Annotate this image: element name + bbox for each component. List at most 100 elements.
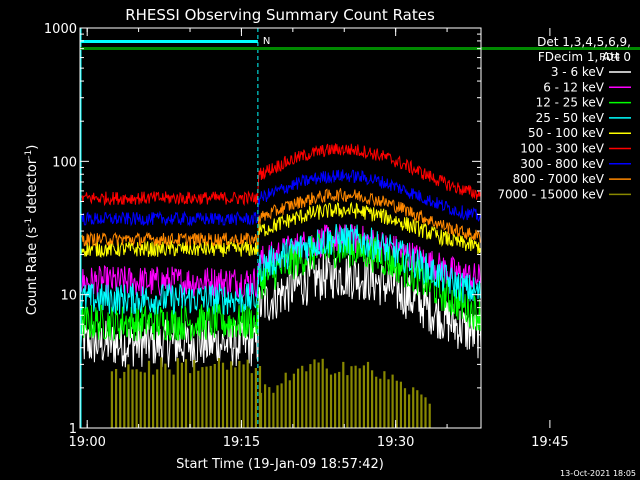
high-energy-bar xyxy=(119,378,122,428)
high-energy-bar xyxy=(147,360,151,428)
high-energy-bar xyxy=(172,374,175,428)
chart-title: RHESSI Observing Summary Count Rates xyxy=(125,6,435,24)
high-energy-bar xyxy=(264,384,267,428)
high-energy-bar xyxy=(123,371,126,428)
legend-header-1: Det 1,3,4,5,6,9, xyxy=(537,35,631,49)
high-energy-bar xyxy=(110,371,113,428)
y-tick-label: 10 xyxy=(60,289,77,304)
high-energy-bar xyxy=(329,374,333,428)
plot-area: NRD0RD4 19:0019:1519:3019:4520:0020:1520… xyxy=(44,22,640,450)
high-energy-bar xyxy=(313,359,316,428)
legend-label: 12 - 25 keV xyxy=(536,96,605,110)
legend-label: 6 - 12 keV xyxy=(543,80,605,94)
high-energy-bar xyxy=(301,365,304,428)
high-energy-bar xyxy=(156,369,159,428)
high-energy-bar xyxy=(280,383,283,428)
high-energy-bar xyxy=(288,380,291,428)
high-energy-bar xyxy=(403,388,407,428)
overlay-group: NRD0RD4 xyxy=(80,28,640,428)
y-tick-label: 1 xyxy=(69,422,77,437)
high-energy-bar xyxy=(189,373,192,428)
high-energy-bar xyxy=(346,375,349,428)
legend: Det 1,3,4,5,6,9, FDecim 1, Att 0 3 - 6 k… xyxy=(497,35,631,201)
y-axis-label-main: Count Rate (s xyxy=(25,227,40,316)
high-energy-bar xyxy=(284,372,287,428)
high-energy-bar xyxy=(371,370,374,428)
high-energy-bar xyxy=(115,369,118,428)
high-energy-bar xyxy=(338,371,341,428)
y-axis-label-sup1: -1 xyxy=(24,218,34,227)
high-energy-bar xyxy=(131,369,134,428)
legend-label: 50 - 100 keV xyxy=(528,126,605,140)
high-energy-bar xyxy=(168,369,171,428)
high-energy-bar xyxy=(221,362,225,428)
high-energy-bar xyxy=(217,358,220,428)
high-energy-bar xyxy=(358,368,361,428)
y-tick-label: 1000 xyxy=(44,22,77,37)
high-energy-bar xyxy=(254,368,257,428)
high-energy-bar xyxy=(246,359,249,428)
high-energy-bar xyxy=(424,397,427,428)
footer-timestamp: 13-Oct-2021 18:05 xyxy=(560,469,636,478)
high-energy-bar xyxy=(395,380,398,428)
high-energy-bar xyxy=(197,370,200,428)
high-energy-bar xyxy=(238,360,241,428)
high-energy-bar xyxy=(317,362,320,428)
high-energy-bar xyxy=(268,387,271,428)
high-energy-bar xyxy=(354,365,357,428)
high-energy-bar xyxy=(205,366,208,428)
high-energy-bar xyxy=(152,374,155,428)
high-energy-bar xyxy=(135,369,138,428)
y-axis-label: Count Rate (s-1 detector-1) xyxy=(24,145,40,316)
y-tick-label: 100 xyxy=(52,155,77,170)
high-energy-bar xyxy=(412,387,415,428)
high-energy-bar xyxy=(276,385,279,428)
night-label: N xyxy=(263,36,270,47)
high-energy-bar xyxy=(383,371,386,428)
high-energy-bar xyxy=(272,392,275,428)
high-energy-bar xyxy=(143,372,146,428)
high-energy-bar xyxy=(375,376,378,428)
x-tick-label: 19:45 xyxy=(531,435,568,450)
series-line-5 xyxy=(79,143,482,207)
high-energy-bar xyxy=(234,367,237,428)
y-axis-label-sup2: -1 xyxy=(24,150,34,159)
high-energy-bar xyxy=(325,368,328,428)
series-line-3 xyxy=(79,224,482,316)
legend-header-2: FDecim 1, Att 0 xyxy=(538,50,631,64)
high-energy-bar xyxy=(250,373,253,428)
high-energy-bar xyxy=(176,358,179,428)
night-bar xyxy=(80,40,258,43)
high-energy-bar xyxy=(201,367,204,428)
high-energy-bar xyxy=(399,381,402,428)
x-tick-label: 19:00 xyxy=(68,435,105,450)
legend-label: 800 - 7000 keV xyxy=(513,172,605,186)
legend-label: 300 - 800 keV xyxy=(520,157,604,171)
high-energy-bar xyxy=(387,379,390,428)
high-energy-bar xyxy=(305,371,308,428)
rd4-label: RD4 xyxy=(599,52,620,63)
high-energy-bar xyxy=(428,403,431,428)
high-energy-bar xyxy=(230,361,233,428)
series-line-0 xyxy=(79,253,482,368)
x-axis-label: Start Time (19-Jan-09 18:57:42) xyxy=(176,457,384,472)
high-energy-bar xyxy=(408,394,411,428)
high-energy-bar xyxy=(226,369,229,428)
series-line-7 xyxy=(79,188,481,248)
x-tick-label: 19:15 xyxy=(223,435,260,450)
legend-label: 100 - 300 keV xyxy=(520,142,604,156)
decimation-bar-rd0 xyxy=(80,47,640,50)
high-energy-bar xyxy=(391,374,394,428)
high-energy-bar xyxy=(193,360,196,428)
high-energy-bar xyxy=(362,365,365,428)
high-energy-bar xyxy=(366,361,370,428)
y-axis-label-mid: detector xyxy=(25,158,40,218)
legend-label: 3 - 6 keV xyxy=(551,65,605,79)
high-energy-bar xyxy=(184,359,188,428)
high-energy-bar xyxy=(180,362,183,428)
high-energy-bar xyxy=(160,357,163,428)
high-energy-bar xyxy=(416,390,419,428)
high-energy-bar xyxy=(164,363,167,428)
